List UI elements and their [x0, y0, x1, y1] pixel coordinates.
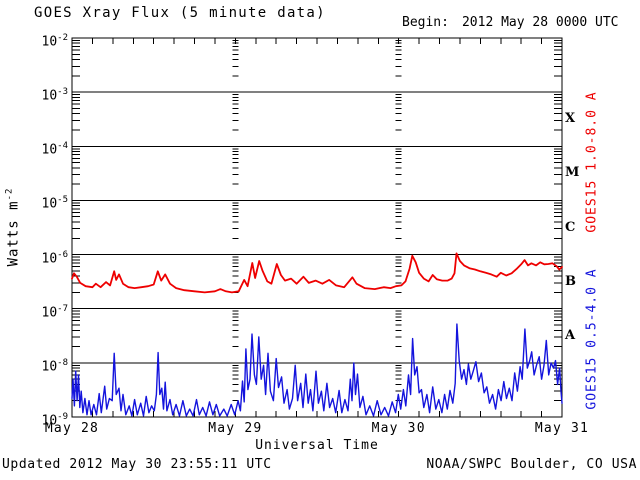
begin-value: 2012 May 28 0000 UTC [461, 15, 619, 30]
x-tick-label: May 30 [371, 421, 426, 436]
begin-label: Begin: [402, 15, 449, 30]
x-tick-label: May 28 [44, 421, 100, 436]
x-tick-label: May 29 [208, 421, 263, 436]
x-tick-label: May 31 [534, 421, 590, 436]
chart-title: GOES Xray Flux (5 minute data) [34, 5, 326, 21]
y-tick-label: 10-5 [41, 195, 69, 212]
plot-frame [71, 37, 563, 418]
flare-class-label-b: B [565, 273, 576, 289]
updated-timestamp: Updated 2012 May 30 23:55:11 UTC [2, 457, 272, 472]
flare-class-label-m: M [565, 165, 580, 181]
log-minor-ticks [72, 39, 562, 402]
x-axis-title: Universal Time [255, 438, 379, 453]
blue-flux-curve [71, 323, 563, 417]
y-tick-label: 10-4 [41, 141, 69, 158]
flare-class-label-x: X [565, 111, 576, 127]
decade-gridlines [72, 91, 562, 364]
y-tick-label: 10-7 [41, 303, 69, 321]
blue-series-label: GOES15 0.5-4.0 A [584, 268, 600, 410]
red-series-label: GOES15 1.0-8.0 A [584, 91, 600, 233]
flare-class-label-a: A [565, 327, 576, 343]
y-tick-label: 10-6 [41, 249, 69, 266]
red-flux-curve [71, 252, 563, 294]
begin-timestamp: Begin: 2012 May 28 0000 UTC [402, 15, 619, 30]
y-tick-label: 10-3 [41, 87, 69, 104]
y-tick-label: 10-9 [41, 412, 69, 429]
y-tick-label: 10-8 [41, 357, 69, 375]
hour-ticks [91, 38, 543, 417]
data-source: NOAA/SWPC Boulder, CO USA [426, 457, 637, 472]
y-tick-label: 10-2 [41, 33, 69, 50]
flare-class-label-c: C [565, 219, 576, 235]
